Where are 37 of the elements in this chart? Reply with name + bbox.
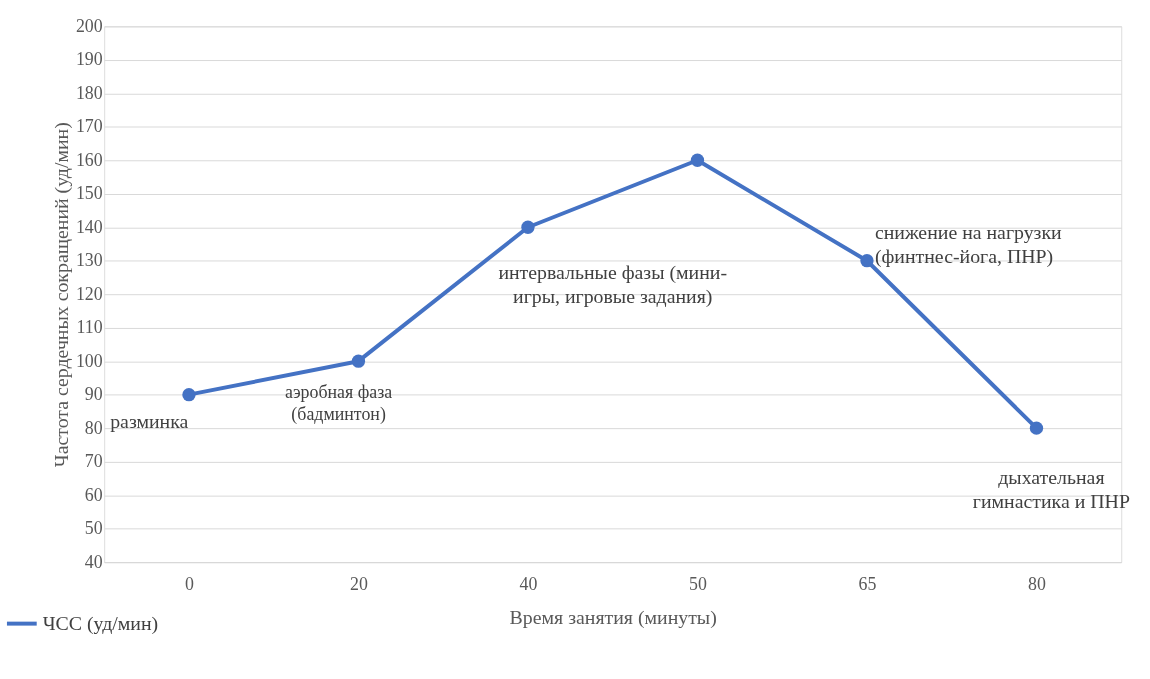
y-tick-label: 190 xyxy=(75,49,103,70)
point xyxy=(690,153,705,167)
y-axis-title: Частота сердечных сокращений (уд/мин) xyxy=(49,122,73,468)
x-tick-label: 40 xyxy=(519,574,538,595)
y-tick-label: 100 xyxy=(75,350,103,371)
x-tick-label: 0 xyxy=(184,574,194,595)
y-tick-label: 160 xyxy=(75,149,103,170)
y-tick-label: 130 xyxy=(75,250,103,271)
x-axis-title: Время занятия (минуты) xyxy=(509,606,717,630)
point xyxy=(351,354,366,368)
y-tick-label: 50 xyxy=(84,518,103,539)
x-tick-label: 65 xyxy=(858,574,877,595)
point xyxy=(182,388,196,402)
point xyxy=(1029,421,1044,435)
annotation: дыхательная гимнастика и ПНР xyxy=(972,465,1130,512)
point xyxy=(860,254,874,268)
y-tick-label: 150 xyxy=(75,183,103,204)
y-tick-label: 110 xyxy=(76,317,103,338)
x-tick-label: 50 xyxy=(689,574,707,595)
annotation: снижение на нагрузки (финтнес-йога, ПНР) xyxy=(874,220,1063,268)
y-tick-label: 60 xyxy=(84,484,103,505)
x-tick-label: 80 xyxy=(1028,574,1046,595)
y-tick-label: 80 xyxy=(84,417,103,438)
y-tick-label: 90 xyxy=(84,384,103,405)
y-tick-label: 170 xyxy=(75,116,103,137)
y-tick-label: 120 xyxy=(75,283,103,304)
y-tick-label: 140 xyxy=(75,216,103,237)
y-tick-label: 180 xyxy=(75,82,103,103)
annotation: разминка xyxy=(110,410,189,433)
x-tick-label: 20 xyxy=(350,574,368,595)
y-tick-label: 70 xyxy=(84,451,103,472)
annotation: аэробная фаза (бадминтон) xyxy=(285,381,393,425)
annotation: интервальные фазы (мини- игры, игровые задания) xyxy=(498,260,728,308)
y-tick-label: 200 xyxy=(75,15,103,36)
legend-label: ЧСС (уд/мин) xyxy=(42,611,159,635)
point xyxy=(521,220,535,234)
y-tick-label: 40 xyxy=(84,551,103,572)
